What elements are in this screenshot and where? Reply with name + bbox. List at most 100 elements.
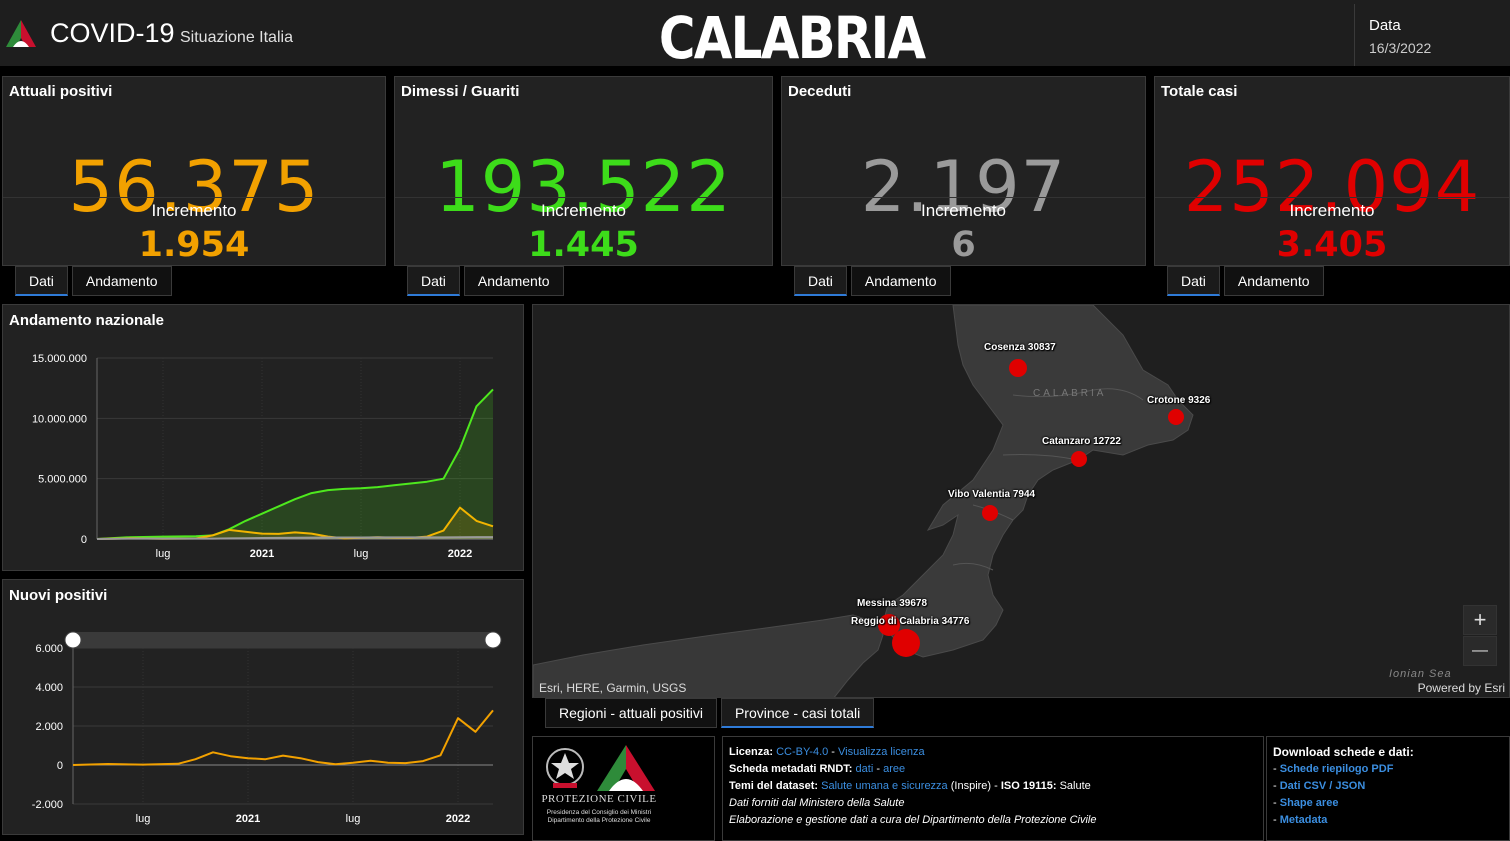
download-shape-link[interactable]: Shape aree bbox=[1279, 797, 1339, 809]
date-label: Data bbox=[1369, 17, 1401, 34]
map-region-label: CALABRIA bbox=[1033, 388, 1106, 399]
series-line-0[interactable] bbox=[96, 388, 494, 540]
tab-andamento[interactable]: Andamento bbox=[463, 266, 564, 296]
panel-title: Andamento nazionale bbox=[9, 312, 165, 329]
province-label-messina: Messina 39678 bbox=[857, 598, 928, 609]
dati-forniti-text: Dati forniti dal Ministero della Salute bbox=[729, 797, 905, 809]
zoom-out-button[interactable]: — bbox=[1463, 636, 1497, 666]
x-tick-label: 2021 bbox=[250, 548, 274, 560]
download-title: Download schede e dati: bbox=[1273, 745, 1414, 759]
card-inc-label: Incremento bbox=[540, 201, 627, 220]
card-dimessi-guariti: Dimessi / Guariti 193.522 Incremento 1.4… bbox=[394, 76, 773, 266]
tab-andamento[interactable]: Andamento bbox=[1223, 266, 1324, 296]
temi-rest: (Inspire) - bbox=[947, 780, 1001, 792]
y-tick-label: 4.000 bbox=[35, 682, 63, 694]
card-value: 193.522 bbox=[435, 146, 732, 228]
calabria-land-shape bbox=[882, 305, 1194, 658]
download-pdf-link[interactable]: Schede riepilogo PDF bbox=[1279, 763, 1394, 775]
nuovi-positivi-panel: 6.000 4.000 2.000 0 -2.000 lug 2021 lug 2022 Nuo… bbox=[2, 579, 524, 835]
map-attribution: Esri, HERE, Garmin, USGS bbox=[539, 681, 687, 695]
repubblica-emblem-icon bbox=[546, 748, 584, 788]
map-canvas: CALABRIA bbox=[533, 305, 1509, 697]
app-subtitle: Situazione Italia bbox=[180, 29, 293, 46]
x-tick-label: lug bbox=[156, 548, 171, 560]
tab-dati[interactable]: Dati bbox=[15, 266, 68, 296]
licenza-value-link[interactable]: CC-BY-4.0 bbox=[776, 746, 829, 758]
card-tabs-attuali: Dati Andamento bbox=[15, 266, 172, 296]
card-value: 56.375 bbox=[68, 146, 320, 228]
province-point-reggio[interactable] bbox=[892, 629, 920, 657]
province-label-crotone: Crotone 9326 bbox=[1147, 395, 1211, 406]
zoom-in-button[interactable]: + bbox=[1463, 605, 1497, 635]
licenza-row: Licenza: CC-BY-4.0 - Visualizza licenza bbox=[729, 744, 1257, 761]
andamento-nazionale-chart: 15.000.000 10.000.000 5.000.000 0 lug 2021 lug… bbox=[32, 353, 494, 560]
card-tabs-deceduti: Dati Andamento bbox=[794, 266, 951, 296]
card-tabs-totale: Dati Andamento bbox=[1167, 266, 1324, 296]
province-point-cosenza[interactable] bbox=[1009, 359, 1027, 377]
province-point-crotone[interactable] bbox=[1168, 409, 1184, 425]
province-point-catanzaro[interactable] bbox=[1071, 451, 1087, 467]
series-line-1[interactable] bbox=[96, 506, 494, 540]
map-tabs: Regioni - attuali positivi Province - ca… bbox=[545, 698, 875, 728]
download-csv-json-link[interactable]: Dati CSV / JSON bbox=[1279, 780, 1366, 792]
tab-province-casi-totali[interactable]: Province - casi totali bbox=[720, 698, 875, 728]
tab-andamento[interactable]: Andamento bbox=[850, 266, 951, 296]
province-label-vibo: Vibo Valentia 7944 bbox=[948, 489, 1036, 500]
range-slider-handle-left[interactable] bbox=[64, 631, 82, 649]
tab-dati[interactable]: Dati bbox=[407, 266, 460, 296]
card-title: Attuali positivi bbox=[9, 83, 113, 100]
temi-link[interactable]: Salute umana e sicurezza bbox=[821, 780, 948, 792]
tab-andamento[interactable]: Andamento bbox=[71, 266, 172, 296]
card-inc-value: 6 bbox=[951, 225, 976, 265]
iso-value: Salute bbox=[1056, 780, 1091, 792]
y-tick-label: 10.000.000 bbox=[32, 413, 87, 425]
nuovi-positivi-chart: 6.000 4.000 2.000 0 -2.000 lug 2021 lug 2022 bbox=[32, 631, 502, 825]
powered-by-esri[interactable]: Powered by Esri bbox=[1417, 681, 1505, 695]
metadati-aree-link[interactable]: aree bbox=[883, 763, 906, 775]
metadati-dati-link[interactable]: dati bbox=[855, 763, 874, 775]
metadati-row: Scheda metadati RNDT: dati - aree bbox=[729, 761, 1257, 778]
andamento-nazionale-panel: 15.000.000 10.000.000 5.000.000 0 lug 2021 lug… bbox=[2, 304, 524, 571]
x-tick-label: lug bbox=[346, 813, 361, 825]
logo-line1: PROTEZIONE CIVILE bbox=[541, 793, 657, 805]
map-sea-label: Ionian Sea bbox=[1389, 668, 1452, 680]
header: COVID-19 Situazione Italia CALABRIA Data… bbox=[0, 0, 1510, 72]
card-inc-label: Incremento bbox=[1289, 201, 1375, 220]
elaborazione-text: Elaborazione e gestione dati a cura del … bbox=[729, 814, 1097, 826]
footer-logo-box: PROTEZIONE CIVILE Presidenza del Consigl… bbox=[532, 736, 715, 841]
card-title: Dimessi / Guariti bbox=[401, 83, 520, 100]
map-view[interactable]: CALABRIA Cosenza 30837 Crotone 9326 Cata… bbox=[532, 304, 1510, 698]
download-metadata-link[interactable]: Metadata bbox=[1279, 814, 1328, 826]
series-line-0[interactable] bbox=[72, 709, 494, 766]
x-tick-label: lug bbox=[136, 813, 151, 825]
range-slider-handle-right[interactable] bbox=[484, 631, 502, 649]
card-divider bbox=[395, 197, 772, 198]
series-area-0 bbox=[97, 389, 493, 539]
series-line-2[interactable] bbox=[96, 536, 493, 540]
province-label-reggio: Reggio di Calabria 34776 bbox=[851, 616, 970, 627]
protezione-civile-logo-icon bbox=[6, 20, 36, 47]
card-attuali-positivi: Attuali positivi 56.375 Incremento 1.954 bbox=[2, 76, 386, 266]
temi-row: Temi del dataset: Salute umana e sicurez… bbox=[729, 778, 1257, 795]
date-value: 16/3/2022 bbox=[1369, 40, 1432, 56]
card-inc-label: Incremento bbox=[920, 201, 1007, 220]
tab-regioni-attuali-positivi[interactable]: Regioni - attuali positivi bbox=[545, 698, 717, 728]
sicily-land-shape bbox=[533, 614, 884, 697]
footer-download: Download schede e dati: - Schede riepilo… bbox=[1266, 736, 1510, 841]
y-tick-label: 0 bbox=[81, 534, 87, 546]
tab-dati[interactable]: Dati bbox=[1167, 266, 1220, 296]
protezione-civile-emblem-icon bbox=[597, 745, 655, 791]
card-inc-value: 3.405 bbox=[1276, 225, 1388, 265]
y-tick-label: 5.000.000 bbox=[38, 474, 87, 486]
iso-label: ISO 19115: bbox=[1000, 780, 1057, 792]
range-slider-track[interactable] bbox=[73, 632, 493, 648]
card-deceduti: Deceduti 2.197 Incremento 6 bbox=[781, 76, 1146, 266]
app-title: COVID-19 bbox=[50, 18, 175, 48]
licenza-sep: - bbox=[828, 746, 839, 758]
card-inc-value: 1.445 bbox=[528, 225, 639, 265]
visualizza-licenza-link[interactable]: Visualizza licenza bbox=[838, 746, 925, 758]
tab-dati[interactable]: Dati bbox=[794, 266, 847, 296]
card-divider bbox=[3, 197, 385, 198]
province-point-messina[interactable] bbox=[878, 614, 900, 636]
province-point-vibo[interactable] bbox=[982, 505, 998, 521]
